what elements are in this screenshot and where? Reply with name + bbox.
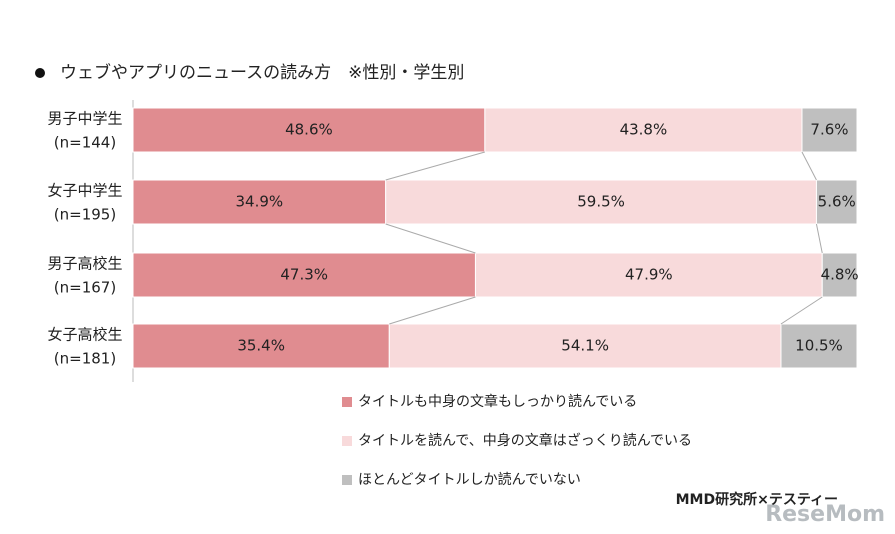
title-bullet xyxy=(35,68,45,78)
value-label: 34.9% xyxy=(236,193,284,211)
bar-segment xyxy=(780,323,858,369)
category-note: (n=167) xyxy=(54,279,116,297)
category-label: 男子高校生 xyxy=(47,255,122,273)
category-label: 女子中学生 xyxy=(47,182,122,200)
value-label: 7.6% xyxy=(810,121,848,139)
bar-segment xyxy=(132,179,387,225)
connector-line xyxy=(780,296,823,325)
bar-segment xyxy=(801,107,858,153)
bar-segment xyxy=(385,179,817,225)
legend-label: タイトルを読んで、中身の文章はざっくり読んでいる xyxy=(358,432,692,449)
bar-segment xyxy=(484,107,803,153)
bar-segment xyxy=(815,179,858,225)
value-label: 4.8% xyxy=(821,266,859,284)
category-label: 女子高校生 xyxy=(47,326,122,344)
connector-line xyxy=(815,223,823,254)
legend-label: タイトルも中身の文章もしっかり読んでいる xyxy=(358,393,637,410)
bar-segment xyxy=(132,252,476,298)
category-note: (n=195) xyxy=(54,206,116,224)
source: MMD研究所×テスティー xyxy=(676,491,838,508)
bar-segment xyxy=(132,323,390,369)
value-label: 59.5% xyxy=(577,193,625,211)
value-label: 10.5% xyxy=(795,337,843,355)
value-label: 54.1% xyxy=(561,337,609,355)
value-label: 47.9% xyxy=(625,266,673,284)
connector-line xyxy=(385,223,476,254)
connector-line xyxy=(801,151,817,181)
bar-segment xyxy=(821,252,858,298)
category-note: (n=181) xyxy=(54,350,116,368)
value-label: 5.6% xyxy=(818,193,856,211)
connector-line xyxy=(389,296,476,325)
bar-segment xyxy=(132,107,486,153)
value-label: 43.8% xyxy=(620,121,668,139)
legend-swatch xyxy=(342,475,352,485)
connector-line xyxy=(385,151,485,181)
value-label: 48.6% xyxy=(285,121,333,139)
value-label: 47.3% xyxy=(280,266,328,284)
legend-swatch xyxy=(342,397,352,407)
value-label: 35.4% xyxy=(237,337,285,355)
legend-swatch xyxy=(342,436,352,446)
category-label: 男子中学生 xyxy=(47,110,122,128)
watermark: ReseMom xyxy=(765,502,885,527)
category-note: (n=144) xyxy=(54,134,116,152)
legend-label: ほとんどタイトルしか読んでいない xyxy=(358,471,581,488)
chart-title: ウェブやアプリのニュースの読み方 ※性別・学生別 xyxy=(60,62,464,83)
